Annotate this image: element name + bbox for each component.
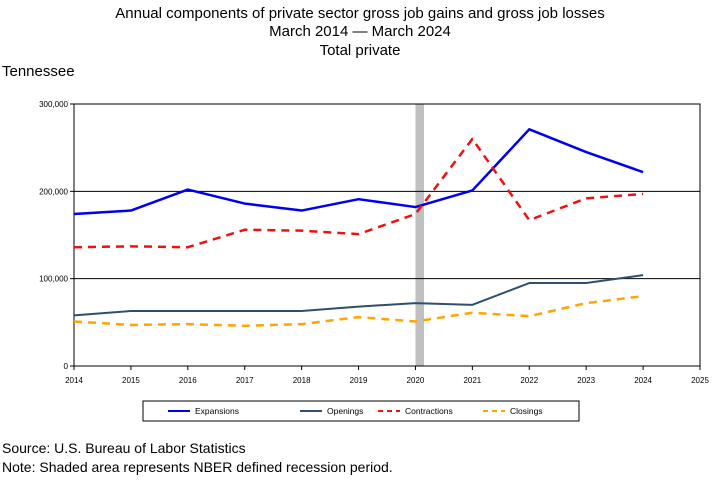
legend-label-openings: Openings xyxy=(327,406,363,416)
x-tick-label: 2019 xyxy=(350,376,368,385)
legend-label-closings: Closings xyxy=(510,406,543,416)
x-tick-label: 2023 xyxy=(577,376,595,385)
legend-label-expansions: Expansions xyxy=(195,406,239,416)
series-line-closings xyxy=(73,294,644,328)
series-line-expansions xyxy=(73,128,644,216)
region-label: Tennessee xyxy=(2,63,75,80)
x-tick-label: 2014 xyxy=(65,376,83,385)
legend-box xyxy=(142,400,580,422)
y-tick-label: 100,000 xyxy=(39,275,68,284)
source-note: Source: U.S. Bureau of Labor Statistics xyxy=(2,440,246,456)
x-tick-label: 2024 xyxy=(634,376,652,385)
series-line-contractions xyxy=(73,137,644,249)
y-tick-label: 300,000 xyxy=(39,100,68,109)
legend-label-contractions: Contractions xyxy=(405,406,453,416)
x-tick-label: 2017 xyxy=(236,376,254,385)
x-tick-label: 2020 xyxy=(407,376,425,385)
chart-title-line-1: Annual components of private sector gros… xyxy=(115,5,605,22)
chart-title-line-3: Total private xyxy=(319,42,401,59)
line-chart: 0 100,000 200,000 300,000 2014 2015 2016 2017 20… xyxy=(39,100,709,422)
chart-title-line-2: March 2014 — March 2024 xyxy=(269,23,451,40)
plot-frame xyxy=(73,103,701,367)
series-line-openings xyxy=(73,274,644,317)
x-tick-label: 2018 xyxy=(293,376,311,385)
x-tick-label: 2015 xyxy=(122,376,140,385)
recession-note: Note: Shaded area represents NBER define… xyxy=(2,459,393,475)
x-tick-label: 2021 xyxy=(463,376,481,385)
y-tick-label: 200,000 xyxy=(39,187,68,196)
x-tick-label: 2022 xyxy=(520,376,538,385)
x-tick-label: 2016 xyxy=(179,376,197,385)
y-tick-label: 0 xyxy=(64,362,69,371)
x-tick-label: 2025 xyxy=(691,376,709,385)
recession-shading xyxy=(415,104,424,366)
